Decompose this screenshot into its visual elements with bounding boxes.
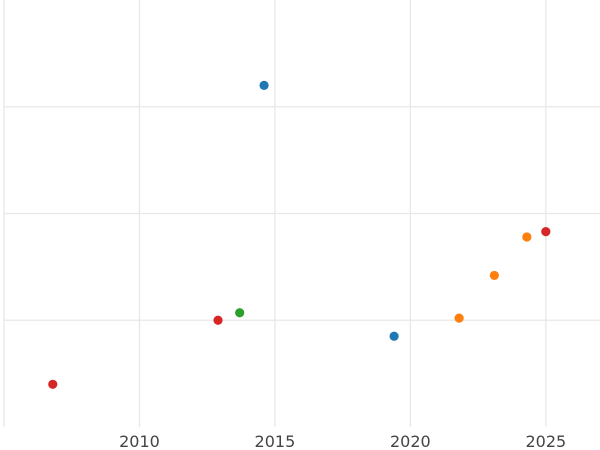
data-point — [541, 227, 551, 237]
data-point — [213, 315, 223, 325]
data-point — [522, 232, 532, 242]
x-axis-tick-labels: 2010 2015 2020 2025 — [119, 432, 566, 450]
data-point — [48, 379, 58, 389]
x-tick-label: 2025 — [525, 432, 566, 450]
x-tick-label: 2015 — [255, 432, 296, 450]
data-point — [389, 331, 399, 341]
data-point — [489, 270, 499, 281]
data-point — [259, 80, 269, 90]
x-tick-label: 2010 — [119, 432, 160, 450]
data-points — [48, 80, 551, 389]
data-point — [454, 313, 464, 323]
grid-lines — [3, 0, 600, 427]
data-point — [235, 308, 245, 318]
x-tick-label: 2020 — [390, 432, 431, 450]
